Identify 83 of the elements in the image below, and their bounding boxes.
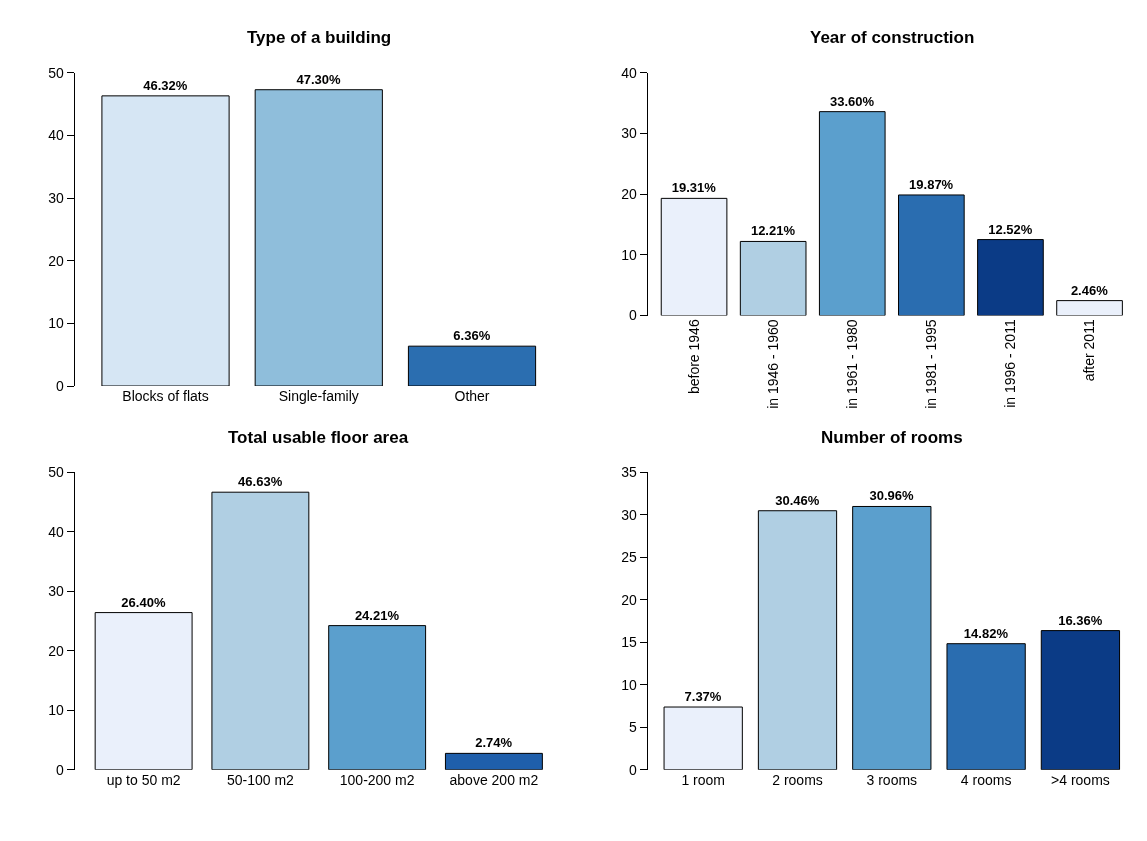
bar xyxy=(328,625,427,770)
bar xyxy=(739,240,807,316)
chart-title: Total usable floor area xyxy=(228,428,409,447)
chart-title: Year of construction xyxy=(810,28,975,47)
x-tick-label: in 1981 - 1995 xyxy=(922,319,939,409)
y-tick-label: 35 xyxy=(621,464,638,481)
bar xyxy=(444,752,543,770)
bar xyxy=(663,706,743,770)
y-tick-label: 10 xyxy=(48,702,64,719)
bar xyxy=(757,510,838,770)
data-label: 12.21% xyxy=(750,223,796,239)
bar xyxy=(818,111,886,316)
y-tick-label: 40 xyxy=(48,127,64,144)
y-tick-label: 25 xyxy=(621,549,638,566)
x-tick-label: Single-family xyxy=(278,388,359,405)
x-tick-label: Blocks of flats xyxy=(122,388,209,405)
bar xyxy=(898,194,965,316)
y-tick-label: 20 xyxy=(48,642,64,659)
x-tick-label: >4 rooms xyxy=(1051,771,1110,788)
y-tick-label: 40 xyxy=(621,64,638,81)
y-tick-label: 5 xyxy=(629,719,638,736)
x-tick-label: 1 room xyxy=(681,771,725,788)
data-label: 26.40% xyxy=(121,594,166,610)
x-tick-label: 100-200 m2 xyxy=(339,771,415,788)
bar xyxy=(1056,300,1123,316)
bar xyxy=(101,95,230,387)
data-label: 46.32% xyxy=(143,77,188,93)
y-tick-label: 30 xyxy=(621,506,638,523)
data-label: 33.60% xyxy=(829,93,875,109)
data-label: 30.46% xyxy=(775,492,820,508)
y-tick-label: 50 xyxy=(48,64,64,81)
data-label: 46.63% xyxy=(238,474,283,490)
x-tick-label: after 2011 xyxy=(1081,319,1098,382)
bar xyxy=(211,491,310,770)
y-tick-label: 30 xyxy=(48,583,64,600)
bar xyxy=(254,89,383,387)
y-tick-label: 0 xyxy=(55,761,64,778)
y-tick-label: 10 xyxy=(621,246,638,263)
data-label: 2.46% xyxy=(1070,282,1109,298)
x-tick-label: Other xyxy=(454,388,490,405)
data-label: 19.31% xyxy=(671,180,717,196)
x-tick-label: in 1946 - 1960 xyxy=(764,319,781,409)
data-label: 6.36% xyxy=(453,328,491,344)
y-tick-label: 20 xyxy=(48,252,64,269)
x-tick-label: in 1996 - 2011 xyxy=(1002,319,1018,408)
x-tick-label: 2 rooms xyxy=(772,771,823,788)
x-tick-label: 50-100 m2 xyxy=(226,771,295,788)
bar xyxy=(660,197,728,316)
chart-title: Type of a building xyxy=(247,28,392,47)
y-tick-label: 0 xyxy=(629,307,638,324)
bar xyxy=(946,643,1026,770)
y-tick-label: 0 xyxy=(55,377,64,394)
data-label: 19.87% xyxy=(909,176,954,192)
y-tick-label: 0 xyxy=(629,761,638,778)
data-label: 47.30% xyxy=(296,71,342,87)
data-label: 12.52% xyxy=(988,221,1033,237)
x-tick-label: 3 rooms xyxy=(866,771,918,788)
y-tick-label: 30 xyxy=(48,189,64,206)
x-tick-label: up to 50 m2 xyxy=(106,771,181,788)
x-tick-label: above 200 m2 xyxy=(449,771,539,788)
y-tick-label: 10 xyxy=(621,676,638,693)
data-label: 14.82% xyxy=(963,625,1009,641)
x-tick-label: before 1946 xyxy=(685,319,702,395)
y-tick-label: 30 xyxy=(621,125,638,142)
x-tick-label: in 1961 - 1980 xyxy=(843,319,860,409)
bar xyxy=(94,612,193,770)
data-label: 2.74% xyxy=(475,735,513,751)
y-tick-label: 20 xyxy=(621,186,638,203)
bar xyxy=(852,505,932,770)
x-tick-label: 4 rooms xyxy=(960,771,1012,788)
chart-title: Number of rooms xyxy=(821,428,963,447)
y-tick-label: 20 xyxy=(621,591,638,608)
data-label: 30.96% xyxy=(869,488,915,504)
y-tick-label: 10 xyxy=(48,315,64,332)
y-tick-label: 50 xyxy=(48,464,64,481)
bar xyxy=(977,239,1044,316)
y-tick-label: 40 xyxy=(48,523,64,540)
bar xyxy=(1040,630,1121,770)
data-label: 24.21% xyxy=(354,607,400,623)
bar xyxy=(407,345,537,387)
data-label: 16.36% xyxy=(1058,612,1103,628)
data-label: 7.37% xyxy=(684,689,722,705)
y-tick-label: 15 xyxy=(621,634,638,651)
